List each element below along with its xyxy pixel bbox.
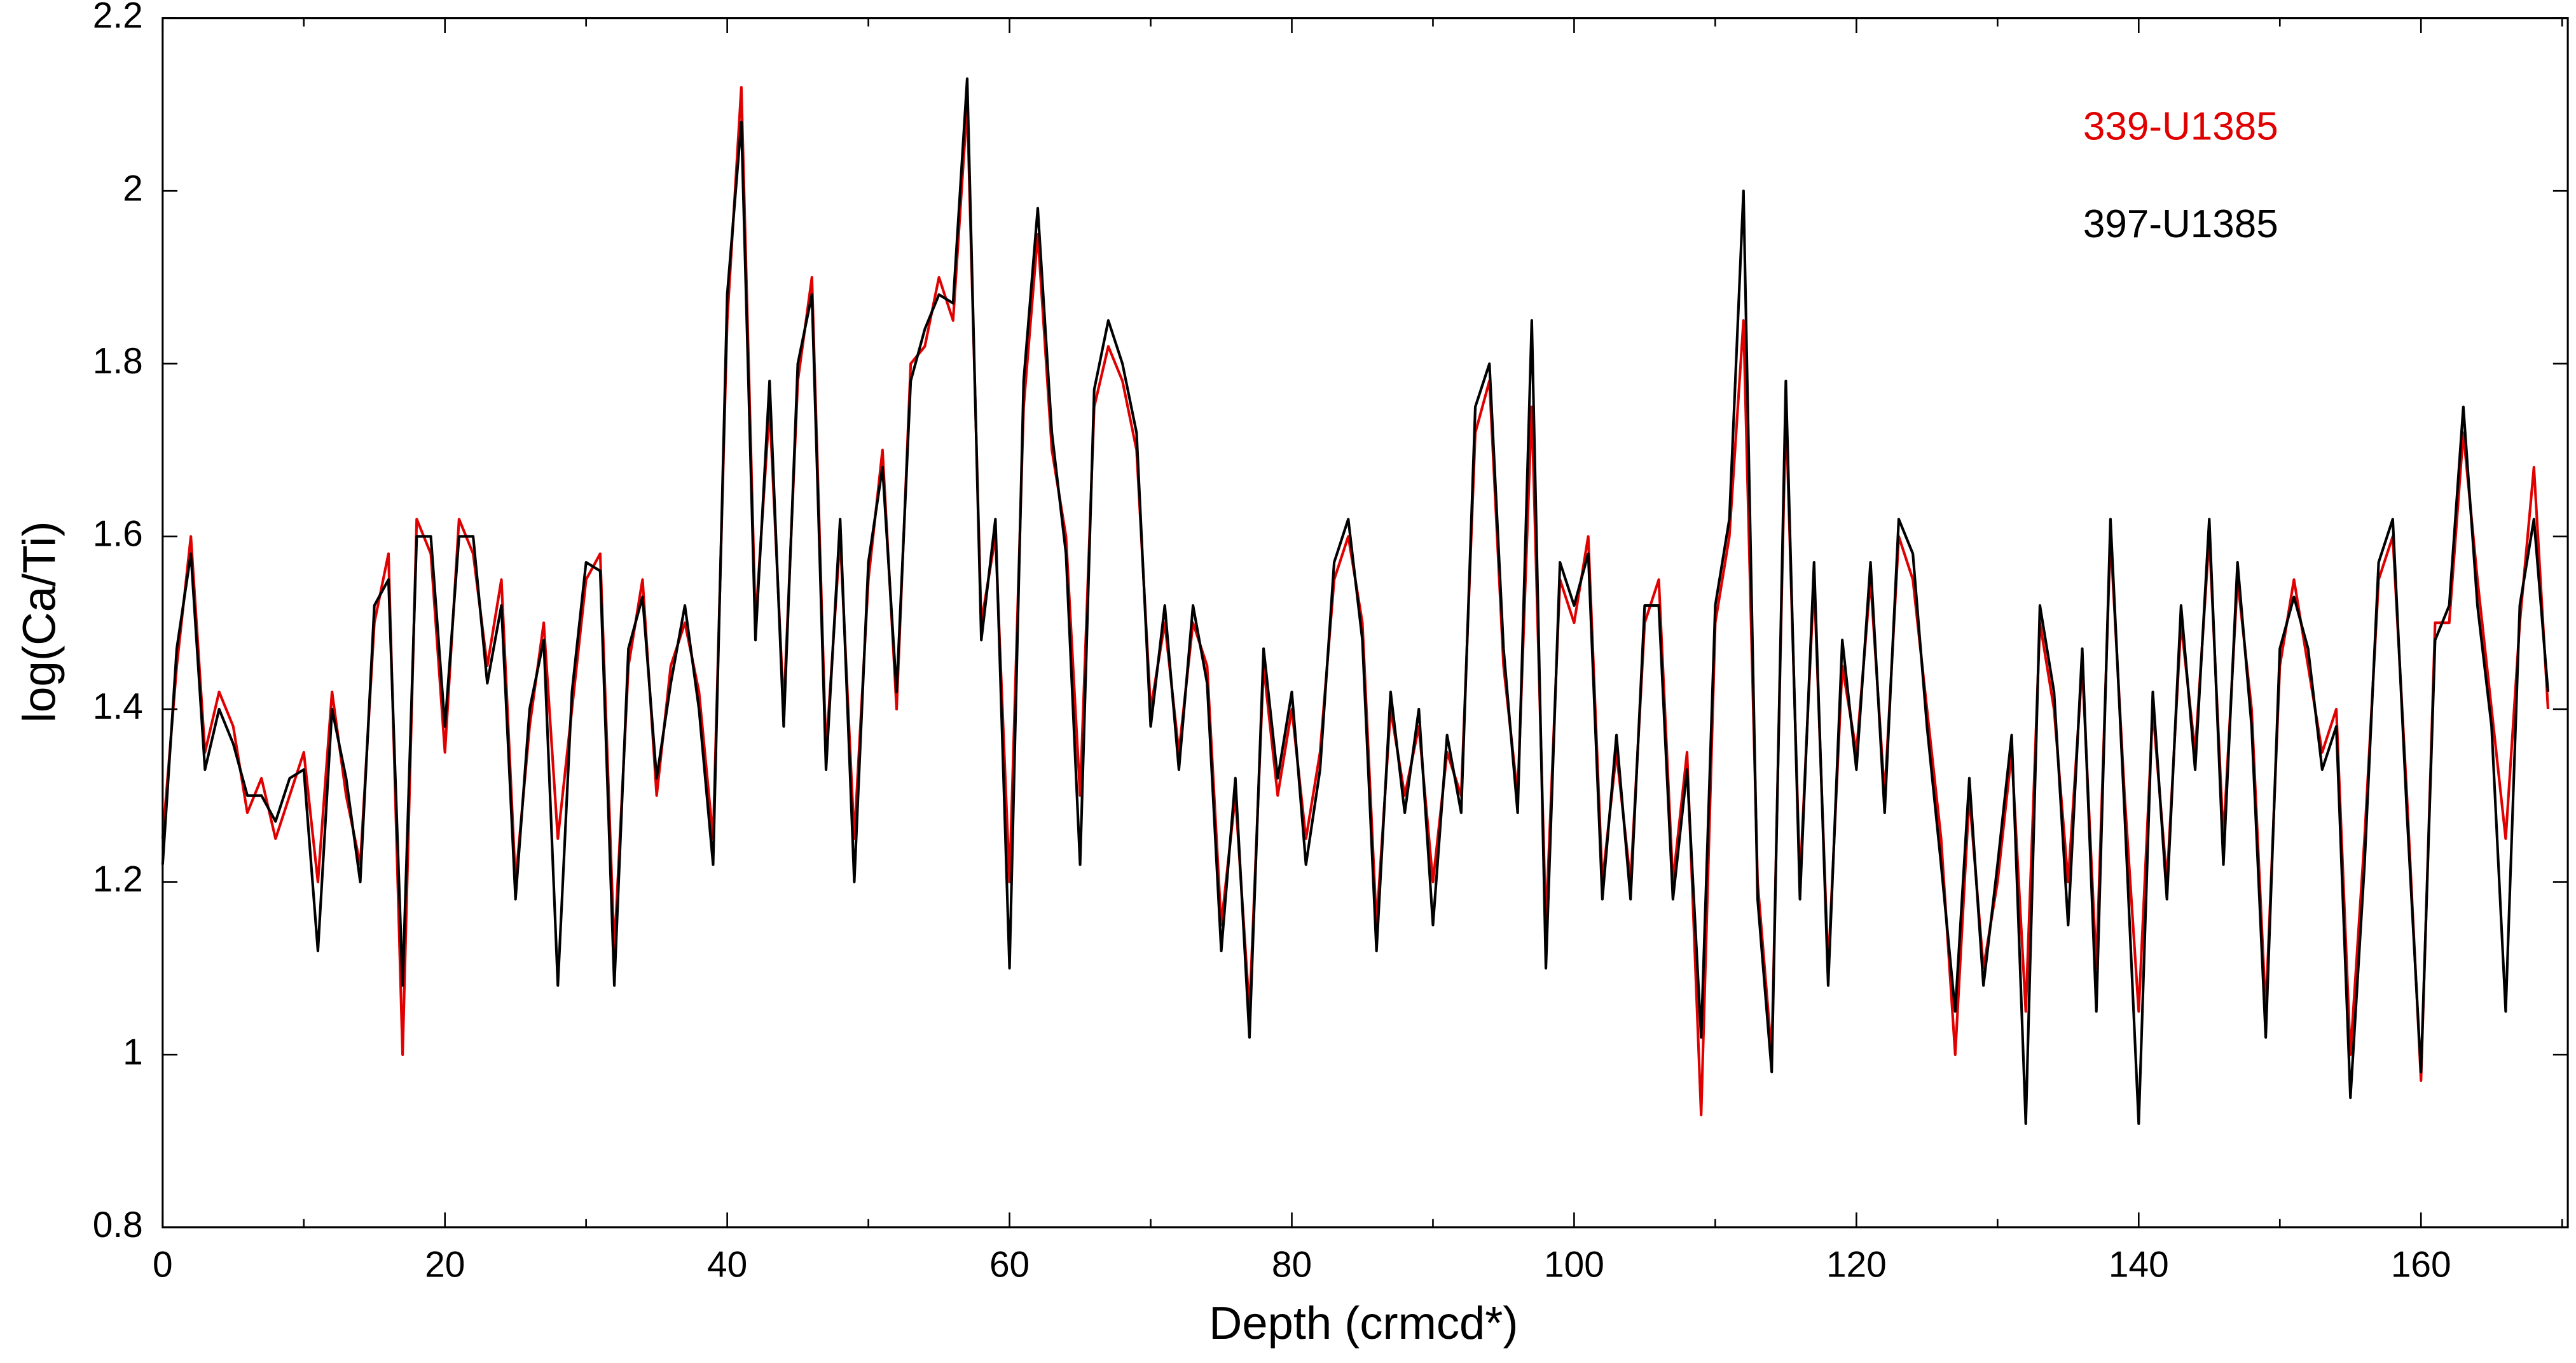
x-tick-label: 0 [153, 1244, 173, 1285]
x-tick-label: 140 [2109, 1244, 2169, 1285]
y-axis-label: log(Ca/Ti) [13, 521, 65, 723]
y-tick-label: 1 [123, 1032, 143, 1072]
x-tick-label: 120 [1826, 1244, 1887, 1285]
plot-frame [162, 17, 2569, 1229]
y-tick-label: 1.8 [93, 341, 143, 382]
legend-entry: 397-U1385 [2083, 202, 2278, 246]
data-line [161, 77, 2550, 1125]
x-axis-label: Depth (crmcd*) [1209, 1297, 1518, 1349]
x-tick-label: 100 [1544, 1244, 1604, 1285]
y-tick-label: 1.4 [93, 686, 143, 727]
y-tick-label: 0.8 [93, 1205, 143, 1245]
legend-entry: 339-U1385 [2083, 104, 2278, 148]
y-tick-label: 1.2 [93, 859, 143, 900]
x-tick-label: 160 [2391, 1244, 2451, 1285]
x-tick-label: 20 [425, 1244, 465, 1285]
y-tick-label: 2.2 [93, 0, 143, 36]
x-tick-label: 60 [989, 1244, 1030, 1285]
y-tick-label: 1.6 [93, 513, 143, 554]
y-tick-label: 2 [123, 168, 143, 209]
x-tick-label: 80 [1272, 1244, 1312, 1285]
x-tick-label: 40 [707, 1244, 747, 1285]
